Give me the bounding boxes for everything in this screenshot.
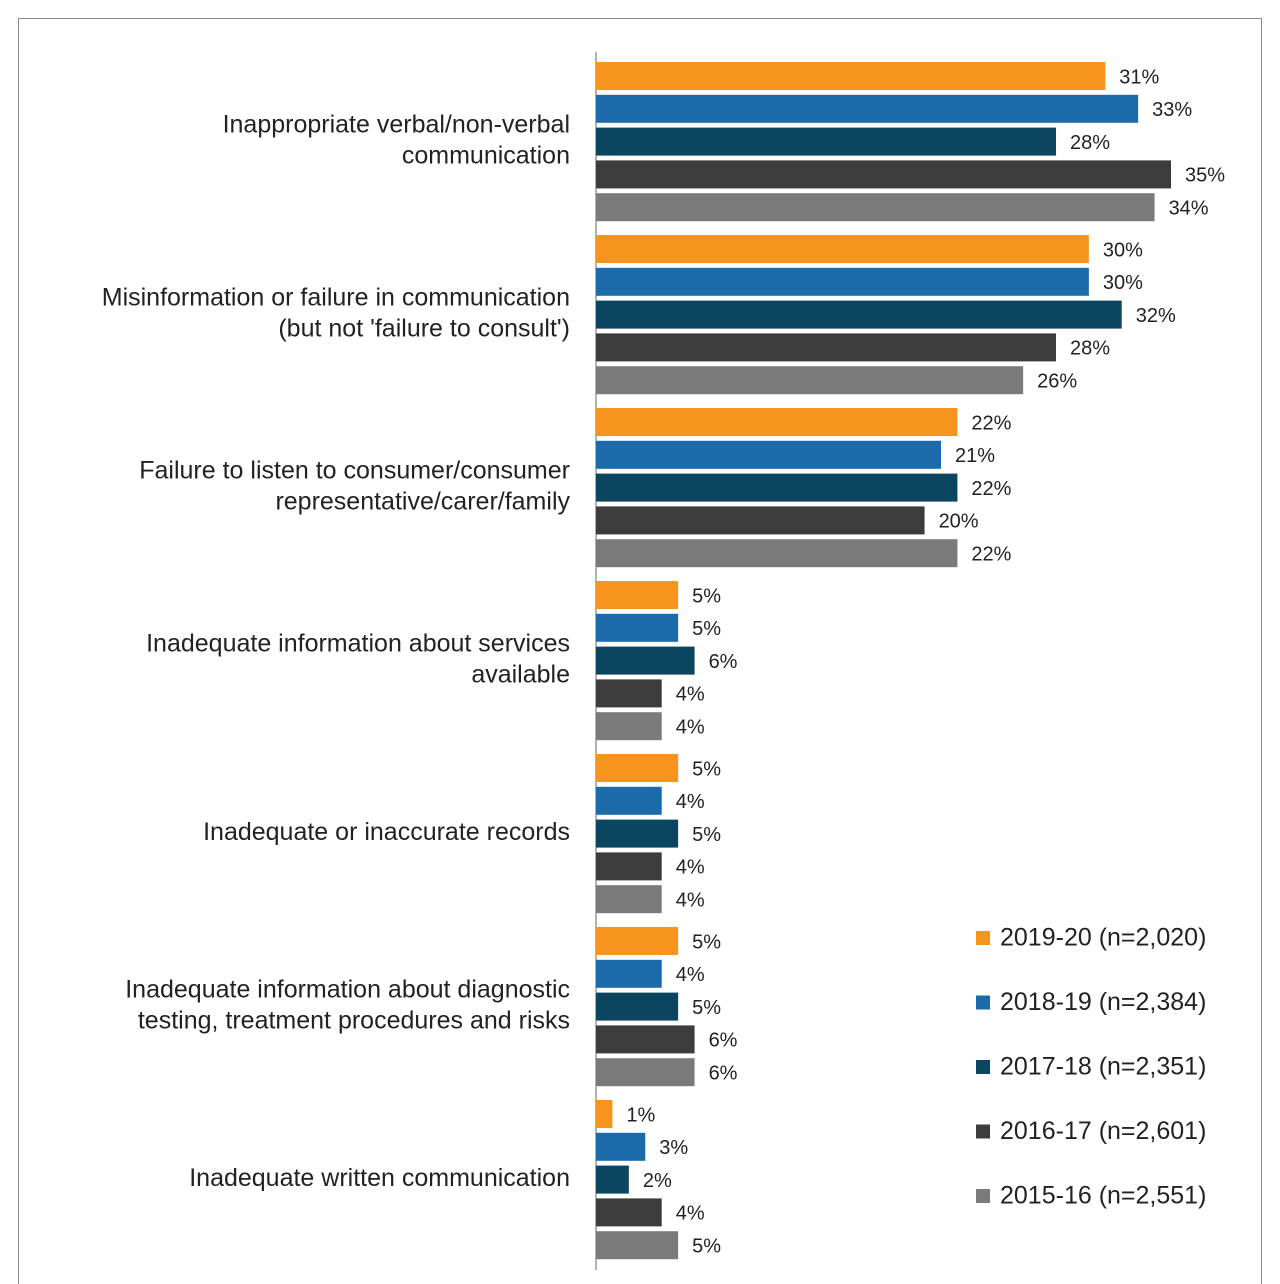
data-label: 4% (676, 1203, 705, 1225)
data-label: 6% (709, 651, 738, 673)
bar (596, 819, 679, 848)
bar (596, 885, 662, 914)
data-label: 28% (1070, 132, 1110, 154)
bar (596, 235, 1089, 263)
bar (596, 473, 958, 502)
category-label: Inappropriate verbal/non-verbal (223, 111, 570, 139)
category-label: Misinformation or failure in communicati… (102, 284, 570, 312)
data-label: 6% (709, 1062, 738, 1084)
legend-label: 2015-16 (n=2,551) (1000, 1182, 1206, 1210)
bar (596, 366, 1024, 395)
data-label: 5% (692, 618, 721, 640)
data-label: 30% (1103, 239, 1143, 261)
category-label: communication (402, 142, 570, 170)
data-label: 6% (709, 1030, 738, 1052)
bar (596, 1132, 646, 1161)
data-label: 5% (692, 758, 721, 780)
bar (596, 786, 662, 815)
bar (596, 506, 925, 535)
bar (596, 1231, 679, 1260)
legend-label: 2017-18 (n=2,351) (1000, 1053, 1206, 1081)
data-label: 3% (659, 1137, 688, 1159)
data-label: 5% (692, 585, 721, 607)
category-label: Inadequate information about diagnostic (125, 976, 570, 1004)
data-label: 22% (971, 412, 1011, 434)
bar (596, 333, 1056, 362)
category-label: Failure to listen to consumer/consumer (139, 457, 570, 485)
legend-swatch (976, 1189, 990, 1203)
frame (18, 18, 1262, 1284)
bar (596, 94, 1139, 123)
data-label: 34% (1169, 197, 1209, 219)
bar (596, 646, 695, 675)
data-label: 1% (626, 1104, 655, 1126)
bar (596, 1165, 629, 1194)
category-label: Inadequate or inaccurate records (203, 818, 570, 846)
bar (596, 1198, 662, 1227)
data-label: 33% (1152, 99, 1192, 121)
data-label: 28% (1070, 338, 1110, 360)
category-label: testing, treatment procedures and risks (138, 1007, 570, 1035)
category-label: Inadequate written communication (189, 1164, 570, 1192)
category-label: (but not 'failure to consult') (278, 315, 570, 343)
data-label: 4% (676, 964, 705, 986)
data-label: 35% (1185, 165, 1225, 187)
bar (596, 127, 1056, 156)
legend-label: 2019-20 (n=2,020) (1000, 924, 1206, 952)
data-label: 32% (1136, 305, 1176, 327)
data-label: 26% (1037, 370, 1077, 392)
data-label: 31% (1119, 66, 1159, 88)
bar (596, 300, 1122, 329)
bar (596, 852, 662, 881)
data-label: 5% (692, 824, 721, 846)
data-label: 22% (971, 478, 1011, 500)
bar (596, 408, 958, 436)
category-label: representative/carer/family (275, 488, 570, 516)
bar (596, 1025, 695, 1054)
data-label: 30% (1103, 272, 1143, 294)
data-label: 4% (676, 791, 705, 813)
bar (596, 927, 679, 955)
data-label: 22% (971, 543, 1011, 565)
bar (596, 160, 1171, 189)
bar (596, 581, 679, 609)
legend-label: 2018-19 (n=2,384) (1000, 988, 1206, 1016)
data-label: 4% (676, 684, 705, 706)
bar (596, 193, 1155, 222)
data-label: 5% (692, 931, 721, 953)
data-label: 20% (939, 511, 979, 533)
bar (596, 1100, 613, 1128)
legend-swatch (976, 1060, 990, 1074)
bar (596, 1058, 695, 1087)
bar (596, 959, 662, 988)
bar (596, 267, 1089, 296)
data-label: 4% (676, 716, 705, 738)
category-label: Inadequate information about services (146, 630, 570, 658)
bar (596, 440, 941, 469)
bar (596, 712, 662, 741)
data-label: 2% (643, 1170, 672, 1192)
data-label: 21% (955, 445, 995, 467)
bar (596, 679, 662, 708)
legend-label: 2016-17 (n=2,601) (1000, 1117, 1206, 1145)
category-label: available (471, 661, 570, 689)
bar (596, 992, 679, 1021)
data-label: 5% (692, 1235, 721, 1257)
bar (596, 62, 1106, 90)
bar (596, 754, 679, 782)
data-label: 4% (676, 857, 705, 879)
data-label: 5% (692, 997, 721, 1019)
legend-swatch (976, 931, 990, 945)
legend-swatch (976, 995, 990, 1010)
data-label: 4% (676, 889, 705, 911)
bar (596, 539, 958, 568)
legend-swatch (976, 1124, 990, 1139)
bar (596, 613, 679, 642)
